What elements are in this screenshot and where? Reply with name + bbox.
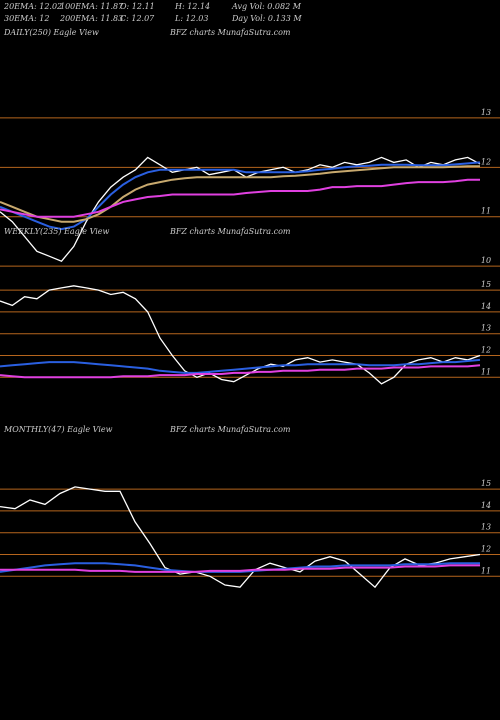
y-tick-label: 15 (481, 280, 491, 289)
y-tick-label: 11 (481, 367, 491, 376)
y-tick-label: 13 (481, 108, 491, 117)
series-line (0, 358, 481, 374)
panel-title: WEEKLY(235) Eagle View (4, 227, 110, 236)
series-line (0, 364, 481, 379)
header-stat: L: 12.03 (174, 14, 208, 23)
y-tick-label: 14 (481, 501, 491, 510)
header-stat: 200EMA: 11.83 (59, 14, 123, 23)
panel-subtitle: BFZ charts MunafaSutra.com (169, 28, 291, 37)
panel-title: DAILY(250) Eagle View (3, 28, 99, 37)
y-tick-label: 15 (481, 479, 491, 488)
y-tick-label: 11 (481, 207, 491, 216)
y-tick-label: 13 (481, 523, 491, 532)
panel-subtitle: BFZ charts MunafaSutra.com (169, 227, 291, 236)
series-line (0, 486, 481, 589)
header-stat: Day Vol: 0.133 M (231, 14, 302, 23)
y-tick-label: 12 (481, 545, 491, 554)
panel-subtitle: BFZ charts MunafaSutra.com (169, 425, 291, 434)
series-line (0, 165, 480, 223)
header-stat: H: 12.14 (174, 2, 210, 11)
y-tick-label: 11 (481, 566, 491, 575)
y-tick-label: 12 (481, 157, 491, 166)
header-stat: C: 12.07 (120, 14, 155, 23)
y-tick-label: 14 (481, 302, 491, 311)
series-line (0, 161, 481, 231)
header-stat: 100EMA: 11.87 (60, 2, 124, 11)
header-stat: Avg Vol: 0.082 M (231, 2, 302, 11)
y-tick-label: 12 (481, 346, 491, 355)
header-stat: 20EMA: 12.02 (3, 2, 62, 11)
y-tick-label: 13 (481, 324, 491, 333)
header-stat: O: 12.11 (120, 2, 155, 11)
series-line (0, 178, 480, 218)
y-tick-label: 10 (481, 256, 491, 265)
panel-title: MONTHLY(47) Eagle View (3, 425, 113, 434)
header-stat: 30EMA: 12 (4, 14, 49, 23)
series-line (0, 156, 481, 262)
series-line (0, 564, 480, 573)
series-line (0, 285, 481, 385)
